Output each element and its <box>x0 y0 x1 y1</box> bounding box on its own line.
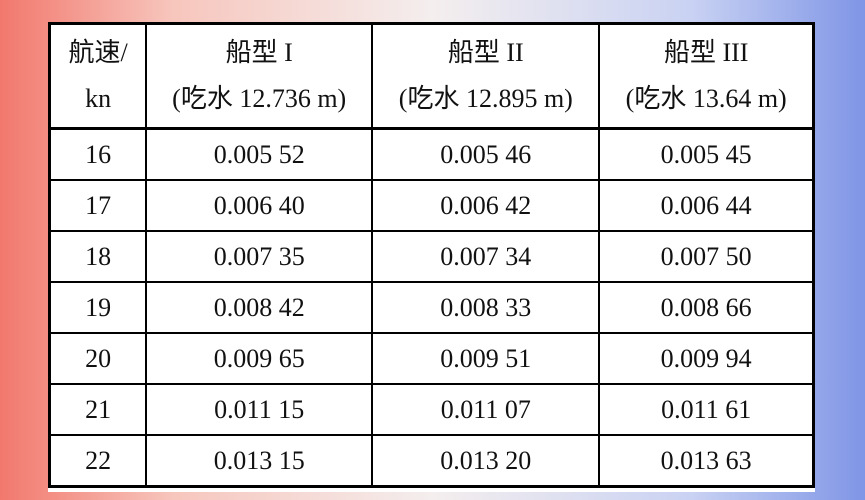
speed-cell: 16 <box>48 127 148 181</box>
table-row: 17 0.006 40 0.006 42 0.006 44 <box>48 179 815 232</box>
value-cell: 0.013 63 <box>598 434 815 488</box>
table-row: 19 0.008 42 0.008 33 0.008 66 <box>48 281 815 334</box>
header-line: 船型 I <box>225 38 293 67</box>
speed-cell: 17 <box>48 179 148 232</box>
value-cell: 0.013 20 <box>371 434 601 488</box>
value-cell: 0.006 40 <box>145 179 374 232</box>
speed-cell: 20 <box>48 332 148 385</box>
table-row: 20 0.009 65 0.009 51 0.009 94 <box>48 332 815 385</box>
value-cell: 0.005 46 <box>371 127 601 181</box>
table-sheet: 航速/kn 船型 I (吃水 12.736 m) 船型 II (吃水 12.895 m)… <box>48 22 815 492</box>
header-line: (吃水 12.736 m) <box>172 84 347 113</box>
value-cell: 0.008 33 <box>371 281 601 334</box>
table-body: 16 0.005 52 0.005 46 0.005 45 17 0.006 40 0.00… <box>48 127 815 488</box>
value-cell: 0.008 42 <box>145 281 374 334</box>
value-cell: 0.006 42 <box>371 179 601 232</box>
data-table: 航速/kn 船型 I (吃水 12.736 m) 船型 II (吃水 12.895 m)… <box>48 22 815 488</box>
speed-cell: 21 <box>48 383 148 436</box>
value-cell: 0.007 34 <box>371 230 601 283</box>
value-cell: 0.011 61 <box>598 383 815 436</box>
value-cell: 0.007 35 <box>145 230 374 283</box>
table-row: 16 0.005 52 0.005 46 0.005 45 <box>48 127 815 181</box>
table-row: 22 0.013 15 0.013 20 0.013 63 <box>48 434 815 488</box>
value-cell: 0.009 51 <box>371 332 601 385</box>
value-cell: 0.005 52 <box>145 127 374 181</box>
header-cell: 船型 II (吃水 12.895 m) <box>371 22 601 130</box>
value-cell: 0.011 15 <box>145 383 374 436</box>
value-cell: 0.005 45 <box>598 127 815 181</box>
value-cell: 0.011 07 <box>371 383 601 436</box>
header-cell: 航速/kn <box>48 22 148 130</box>
header-line: (吃水 13.64 m) <box>625 84 787 113</box>
header-line: kn <box>85 84 112 113</box>
value-cell: 0.009 65 <box>145 332 374 385</box>
header-line: (吃水 12.895 m) <box>398 84 573 113</box>
table-row: 21 0.011 15 0.011 07 0.011 61 <box>48 383 815 436</box>
speed-cell: 22 <box>48 434 148 488</box>
header-line: 船型 II <box>447 38 524 67</box>
speed-cell: 19 <box>48 281 148 334</box>
header-cell: 船型 I (吃水 12.736 m) <box>145 22 374 130</box>
header-cell: 船型 III (吃水 13.64 m) <box>598 22 815 130</box>
header-line: 航速/ <box>68 38 128 67</box>
value-cell: 0.008 66 <box>598 281 815 334</box>
value-cell: 0.007 50 <box>598 230 815 283</box>
header-line: 船型 III <box>663 38 749 67</box>
speed-cell: 18 <box>48 230 148 283</box>
value-cell: 0.009 94 <box>598 332 815 385</box>
value-cell: 0.013 15 <box>145 434 374 488</box>
table-row: 18 0.007 35 0.007 34 0.007 50 <box>48 230 815 283</box>
header-row: 航速/kn 船型 I (吃水 12.736 m) 船型 II (吃水 12.895 m)… <box>48 22 815 130</box>
value-cell: 0.006 44 <box>598 179 815 232</box>
